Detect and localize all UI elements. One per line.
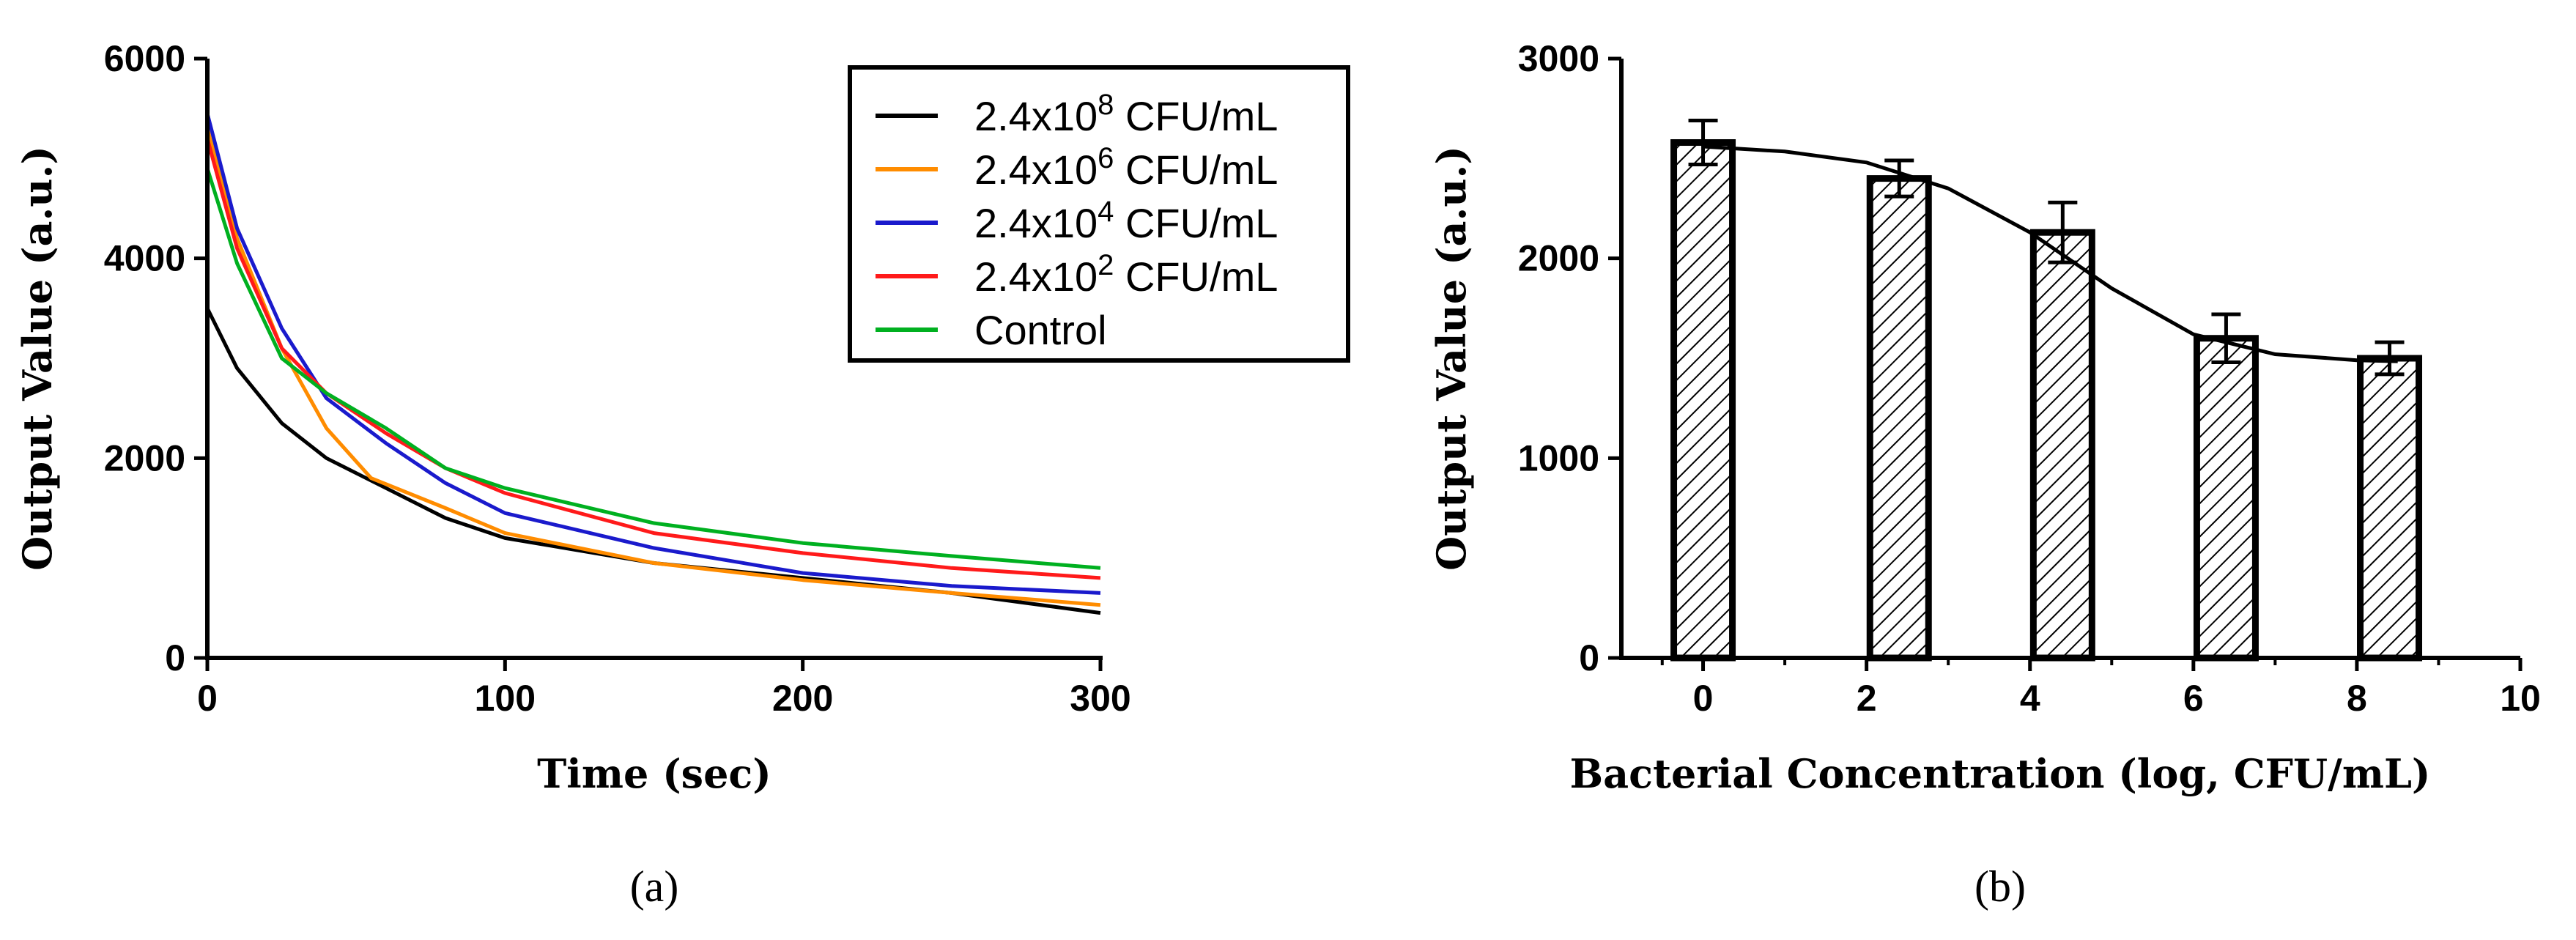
chart-a-x-tick-label: 200	[772, 678, 833, 719]
chart-b-x-tick-label: 0	[1693, 678, 1714, 719]
chart-a-series-line-2	[205, 113, 1101, 595]
chart-b-bar	[2029, 229, 2095, 662]
chart-a-ticks: 0 100 200 300 0 2000 4000 6000	[104, 38, 1131, 719]
chart-b-x-tick-label: 6	[2183, 678, 2204, 719]
chart-b-y-tick-label: 0	[1579, 637, 1599, 678]
chart-b-y-tick-label: 1000	[1518, 437, 1599, 478]
chart-b-fit-curve	[1703, 144, 2398, 363]
chart-b-bar	[2357, 355, 2423, 662]
chart-a-legend: 2.4x108 CFU/mL2.4x106 CFU/mL2.4x104 CFU/…	[848, 65, 1350, 363]
chart-b-x-tick-label: 4	[2020, 678, 2040, 719]
chart-b-x-tick-label: 8	[2347, 678, 2367, 719]
chart-a-x-axis-title: Time (sec)	[537, 750, 771, 797]
chart-a-legend-label: 2.4x108 CFU/mL	[974, 89, 1278, 139]
chart-b-x-axis-title: Bacterial Concentration (log, CFU/mL)	[1570, 750, 2431, 797]
chart-b-y-tick-label: 2000	[1518, 238, 1599, 279]
chart-b-bars-group	[1670, 119, 2423, 662]
chart-b: 0 2 4 6 8 10 0 1000 2000 3000 Bacterial Concentra…	[1428, 38, 2541, 797]
chart-a-y-tick-label: 2000	[104, 437, 185, 478]
chart-a-legend-label: 2.4x104 CFU/mL	[974, 196, 1278, 246]
chart-b-y-tick-label: 3000	[1518, 38, 1599, 79]
chart-b-y-axis-title: Output Value (a.u.)	[1428, 146, 1475, 571]
chart-a-series-group	[205, 113, 1101, 615]
chart-a-y-tick-label: 0	[165, 637, 185, 678]
chart-b-ticks: 0 2 4 6 8 10 0 1000 2000 3000	[1518, 38, 2541, 719]
chart-b-x-tick-label: 10	[2500, 678, 2541, 719]
chart-b-bar	[2193, 335, 2259, 662]
chart-a-series-line-4	[205, 168, 1101, 570]
chart-a-x-tick-label: 300	[1070, 678, 1130, 719]
panel-label-a: (a)	[630, 862, 679, 911]
chart-a-legend-label: 2.4x102 CFU/mL	[974, 249, 1278, 300]
chart-a-x-tick-label: 100	[475, 678, 536, 719]
chart-b-bar	[1670, 139, 1736, 662]
chart-a-x-tick-label: 0	[197, 678, 218, 719]
panel-label-b: (b)	[1974, 862, 2026, 911]
chart-a-y-axis-title: Output Value (a.u.)	[14, 146, 61, 571]
chart-a: 0 100 200 300 0 2000 4000 6000 Time (sec) Outpu…	[14, 38, 1350, 797]
chart-a-y-tick-label: 6000	[104, 38, 185, 79]
chart-b-x-tick-label: 2	[1857, 678, 1877, 719]
chart-a-y-tick-label: 4000	[104, 238, 185, 279]
chart-b-bar	[1866, 175, 1932, 662]
chart-a-legend-label: Control	[974, 307, 1107, 353]
chart-a-legend-label: 2.4x106 CFU/mL	[974, 142, 1278, 193]
